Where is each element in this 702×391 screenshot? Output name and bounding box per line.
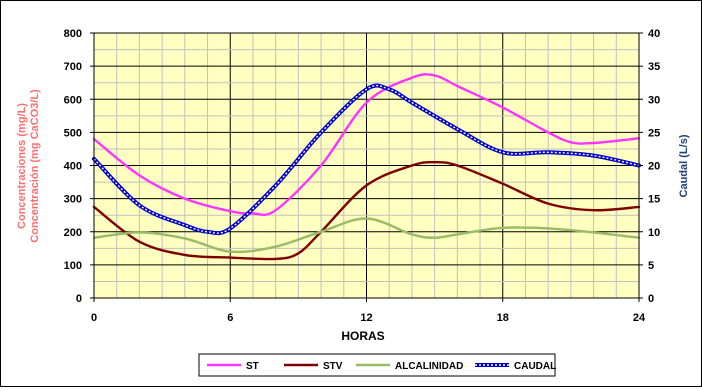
series-layer	[92, 73, 641, 261]
y-left-tick-label: 400	[64, 161, 82, 173]
y-axis-label-right: Caudal (L/s)	[678, 134, 690, 197]
y-left-tick-label: 200	[64, 227, 82, 239]
legend-label-stv: STV	[323, 361, 343, 372]
y-right-tick-label: 25	[648, 127, 660, 139]
legend-label-alcalinidad: ALCALINIDAD	[395, 361, 463, 372]
x-tick-label: 12	[360, 312, 372, 324]
y-left-tick-label: 700	[64, 61, 82, 73]
x-tick-label: 18	[497, 312, 509, 324]
x-axis-label: HORAS	[341, 329, 384, 343]
y-right-tick-label: 20	[648, 161, 660, 173]
y-left-tick-label: 800	[64, 28, 82, 40]
y-left-tick-label: 0	[76, 293, 82, 305]
legend-label-st: ST	[246, 361, 259, 372]
tick-labels: 0 6 12 18 2401002003004005006007008000510152…	[64, 28, 661, 324]
y-axis-label-left-line1: Concentraciones (mg/L)	[16, 103, 28, 229]
y-right-tick-label: 30	[648, 94, 660, 106]
series-line-caudal-pattern	[93, 84, 640, 234]
y-right-tick-label: 0	[648, 293, 654, 305]
y-right-tick-label: 15	[648, 194, 660, 206]
legend-label-caudal: CAUDAL	[514, 361, 556, 372]
y-right-tick-label: 35	[648, 61, 660, 73]
y-left-tick-label: 500	[64, 127, 82, 139]
y-left-tick-label: 100	[64, 260, 82, 272]
y-right-tick-label: 5	[648, 260, 654, 272]
series-line-stv	[92, 160, 641, 261]
legend: ST STV ALCALINIDAD CAUDAL	[198, 353, 556, 377]
x-tick-label: 6	[227, 312, 233, 324]
y-left-tick-label: 300	[64, 194, 82, 206]
y-right-tick-label: 10	[648, 227, 660, 239]
x-tick-label: 0	[91, 312, 97, 324]
y-left-tick-label: 600	[64, 94, 82, 106]
x-tick-label: 24	[633, 312, 646, 324]
y-axis-label-left-line2: Concentración (mg CaCO3/L)	[29, 89, 41, 243]
series-line-alcalinidad	[92, 217, 641, 254]
y-right-tick-label: 40	[648, 28, 660, 40]
